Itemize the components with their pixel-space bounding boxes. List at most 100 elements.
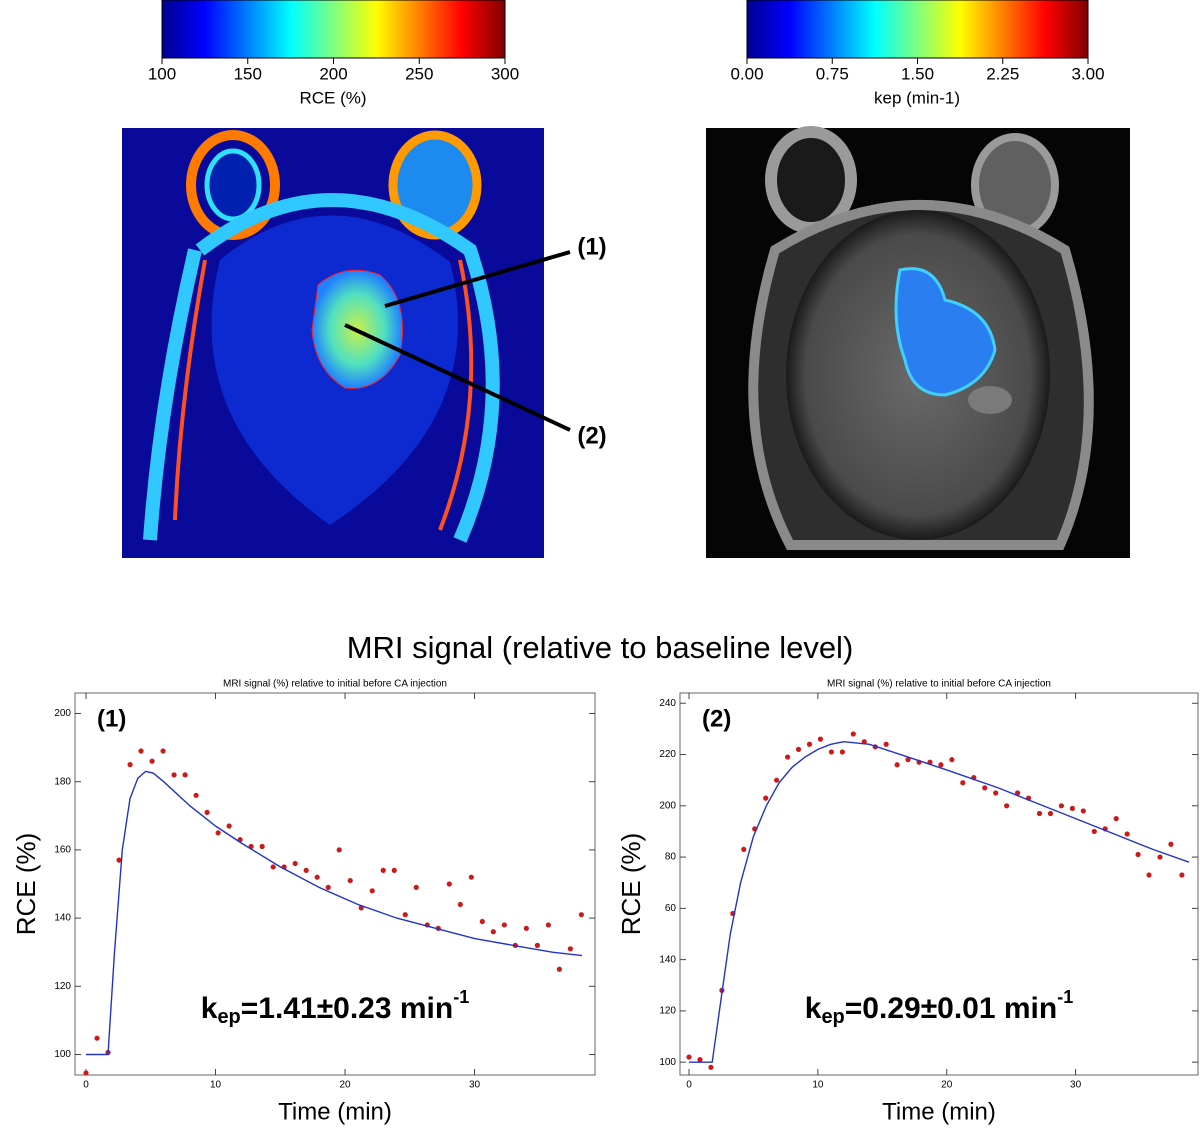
data-point [127, 762, 133, 768]
data-point [1113, 816, 1119, 822]
data-point [160, 748, 166, 754]
section-title: MRI signal (relative to baseline level) [347, 630, 854, 665]
data-point [501, 922, 507, 928]
y-tick-label: 140 [659, 954, 676, 965]
data-point [347, 877, 353, 884]
panel-label: (1) [97, 705, 126, 732]
data-point [468, 874, 474, 880]
colorbar [746, 0, 1089, 59]
data-point [534, 942, 540, 948]
data-point [446, 881, 452, 887]
data-point [457, 901, 463, 908]
data-point [1047, 810, 1054, 817]
data-point [1004, 803, 1010, 809]
annotation-part: =0.29±0.01 min [845, 992, 1057, 1025]
annotation-part: =1.41±0.23 min [241, 992, 453, 1025]
plot-frame [679, 692, 1199, 1076]
data-point [270, 864, 276, 870]
y-tick-label: 100 [659, 1057, 676, 1068]
data-point [259, 843, 265, 850]
data-point [982, 785, 988, 791]
y-tick-label: 100 [54, 1049, 71, 1060]
panel-label: (2) [702, 705, 731, 732]
leader-line [384, 250, 571, 308]
data-point [545, 922, 551, 928]
annotation-part: k [201, 992, 218, 1025]
x-tick-label: 20 [941, 1080, 953, 1091]
annotation-superscript: -1 [453, 987, 469, 1007]
x-tick-label: 20 [339, 1080, 351, 1091]
data-point [380, 867, 386, 873]
y-tick-label: 120 [659, 1006, 676, 1017]
data-point [336, 847, 342, 853]
y-tick-label: 120 [54, 981, 71, 992]
leader-line [344, 323, 571, 432]
data-point [479, 918, 485, 925]
x-tick-label: 0 [686, 1080, 692, 1091]
colorbar-label: RCE (%) [299, 88, 366, 107]
rce-map-image [122, 128, 544, 558]
data-point [94, 1035, 100, 1041]
data-point [292, 860, 298, 867]
data-point [1015, 790, 1021, 796]
data-point [402, 912, 408, 918]
x-axis-label: Time (min) [882, 1098, 996, 1125]
data-point [226, 823, 232, 829]
data-point [556, 966, 562, 972]
data-point [708, 1064, 714, 1070]
data-point [806, 741, 813, 747]
x-tick-label: 30 [1070, 1080, 1082, 1091]
y-tick-label: 220 [659, 749, 676, 760]
data-point [1069, 805, 1075, 811]
data-point [578, 912, 585, 918]
data-point [774, 777, 780, 783]
y-axis-label: RCE (%) [11, 833, 41, 936]
annotation: kep=0.29±0.01 min-1 [805, 987, 1073, 1029]
annotation: kep=1.41±0.23 min-1 [201, 987, 469, 1029]
y-tick-label: 200 [659, 800, 676, 811]
chart-title: MRI signal (%) relative to initial befor… [827, 679, 1051, 690]
data-point [883, 741, 889, 747]
data-point [149, 758, 155, 764]
data-point [303, 867, 309, 873]
annotation-subscript: ep [217, 1006, 240, 1028]
data-point [369, 888, 375, 894]
data-point [567, 946, 573, 952]
data-point [391, 867, 397, 873]
data-point [1124, 831, 1130, 837]
data-point [949, 757, 955, 763]
y-tick-label: 180 [54, 776, 71, 787]
data-point [1157, 854, 1163, 860]
data-point [784, 754, 791, 760]
y-tick-label: 240 [659, 698, 676, 709]
colorbar-label: kep (min-1) [874, 88, 960, 107]
data-point [523, 925, 529, 931]
data-point [314, 874, 320, 880]
data-point [413, 884, 419, 891]
kep-map-image [706, 126, 1130, 558]
data-point [215, 830, 221, 836]
data-point [138, 748, 144, 754]
data-point [171, 772, 177, 778]
colorbar-tick-label: 300 [491, 64, 519, 83]
data-point [1036, 810, 1043, 817]
colorbar-tick-label: 3.00 [1071, 64, 1104, 83]
plot-frame [74, 692, 596, 1076]
data-point [1168, 841, 1174, 847]
y-tick-label: 80 [665, 852, 677, 863]
fit-line [86, 770, 583, 1056]
x-tick-label: 0 [83, 1080, 89, 1091]
data-point [1135, 851, 1141, 858]
data-point [1146, 872, 1152, 878]
data-point [204, 809, 210, 815]
data-point [182, 772, 188, 778]
colorbar-tick-label: 250 [405, 64, 433, 83]
y-tick-label: 140 [54, 913, 71, 924]
annotation-part: k [805, 992, 822, 1025]
annotation-subscript: ep [821, 1006, 844, 1028]
data-point [116, 857, 122, 863]
colorbar-tick-label: 150 [234, 64, 262, 83]
annotation-superscript: -1 [1057, 987, 1073, 1007]
colorbar [161, 0, 506, 59]
data-point [817, 736, 824, 742]
